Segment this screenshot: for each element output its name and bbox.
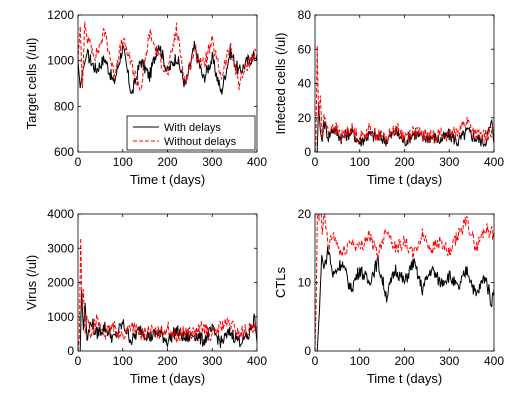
x-tick-label: 400	[247, 354, 267, 368]
x-tick-label: 0	[312, 155, 319, 169]
x-tick-label: 200	[157, 155, 177, 169]
y-tick-label: 1000	[47, 310, 74, 324]
y-tick-label: 1200	[47, 8, 74, 22]
x-tick-label: 0	[75, 155, 82, 169]
legend-box	[126, 115, 256, 151]
y-axis-label: CTLs	[273, 266, 288, 298]
y-tick-label: 80	[298, 8, 312, 22]
x-axis-label: Time t (days)	[130, 371, 205, 386]
x-tick-label: 100	[113, 354, 133, 368]
x-tick-label: 200	[394, 354, 414, 368]
x-axis-label: Time t (days)	[367, 371, 442, 386]
x-tick-label: 400	[247, 155, 267, 169]
y-tick-label: 20	[298, 207, 312, 221]
y-axis-label: Virus (/ul)	[24, 255, 39, 310]
legend: With delays Without delays	[126, 115, 256, 151]
x-tick-label: 0	[312, 354, 319, 368]
x-tick-label: 400	[484, 155, 504, 169]
x-axis-label: Time t (days)	[367, 172, 442, 187]
y-tick-label: 60	[298, 42, 312, 56]
x-tick-label: 100	[350, 354, 370, 368]
y-tick-label: 20	[298, 111, 312, 125]
x-tick-label: 300	[202, 354, 222, 368]
y-tick-label: 0	[67, 344, 74, 358]
y-tick-label: 40	[298, 77, 312, 91]
y-tick-label: 10	[298, 276, 312, 290]
x-tick-label: 0	[75, 354, 82, 368]
x-tick-label: 200	[157, 354, 177, 368]
series-line-with-delays	[78, 289, 257, 351]
y-tick-label: 0	[304, 145, 311, 159]
series-line-with-delays	[78, 40, 257, 95]
x-tick-label: 100	[350, 155, 370, 169]
y-tick-label: 2000	[47, 276, 74, 290]
y-tick-label: 0	[304, 344, 311, 358]
series-line-without-delays	[315, 45, 494, 152]
x-tick-label: 300	[439, 354, 459, 368]
x-tick-label: 100	[113, 155, 133, 169]
y-tick-label: 4000	[47, 207, 74, 221]
x-tick-label: 200	[394, 155, 414, 169]
series-line-without-delays	[315, 214, 494, 351]
series-line-with-delays	[315, 104, 494, 152]
x-tick-label: 400	[484, 354, 504, 368]
y-axis-label: Infected cells (/ul)	[273, 33, 288, 135]
series-line-without-delays	[78, 237, 257, 351]
x-axis-label: Time t (days)	[130, 172, 205, 187]
y-tick-label: 1000	[47, 54, 74, 68]
series-line-without-delays	[78, 21, 257, 91]
y-tick-label: 600	[54, 145, 74, 159]
panel-4: 0 100 200 300 400 0 10 20 Time t (days) CTLs	[273, 207, 504, 386]
x-tick-label: 300	[439, 155, 459, 169]
legend-entry: Without delays	[164, 136, 237, 148]
legend-entry: With delays	[164, 122, 221, 134]
y-tick-label: 800	[54, 99, 74, 113]
series-line-with-delays	[315, 246, 494, 351]
y-tick-label: 3000	[47, 241, 74, 255]
panel-2: 0 100 200 300 400 0 20 40 60 80 Time t (days) Infec…	[273, 8, 504, 187]
panel-1: 0 100 200 300 400 600 800 1000 1200 Time t (days)…	[24, 8, 267, 187]
y-axis-label: Target cells (/ul)	[24, 38, 39, 130]
x-tick-label: 300	[202, 155, 222, 169]
